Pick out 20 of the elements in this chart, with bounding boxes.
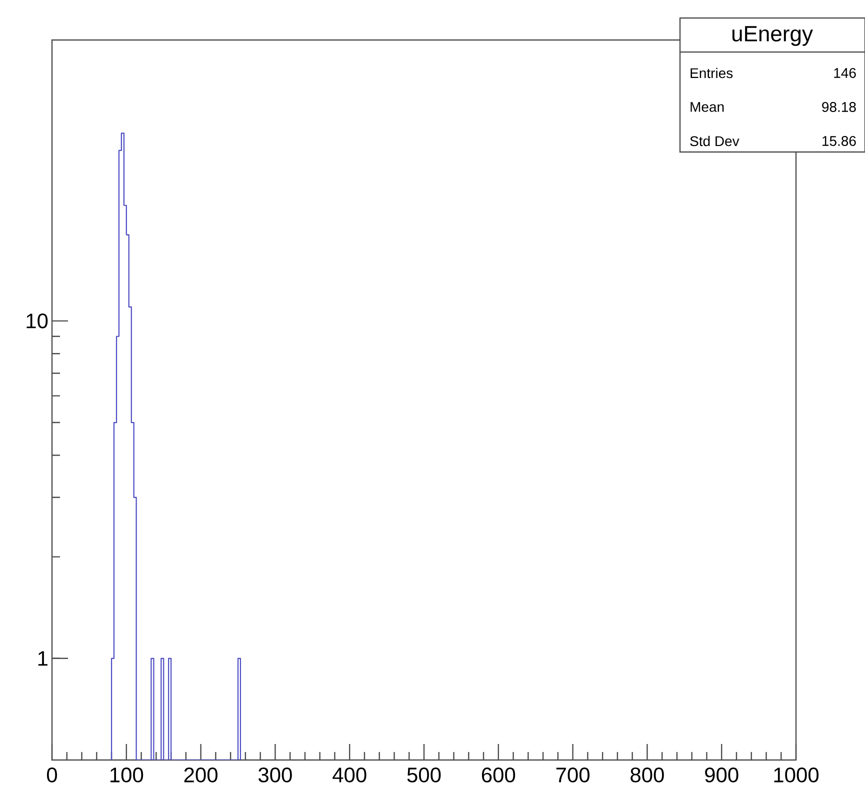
x-tick-label: 800: [630, 768, 664, 782]
text: 15.86: [822, 136, 856, 146]
x-tick-label: 200: [184, 768, 218, 782]
y-tick-label: 10: [26, 314, 48, 328]
x-tick-label: 1000: [774, 768, 819, 782]
x-tick-label: 700: [556, 768, 590, 782]
x-tick-label: 0: [46, 768, 58, 782]
x-tick-label: 500: [407, 768, 441, 782]
y-tick-label: 1: [38, 651, 48, 666]
annotation: Mean: [690, 102, 724, 112]
text: 98.18: [822, 102, 856, 112]
x-tick-label: 100: [110, 768, 144, 782]
x-tick-label: 600: [482, 768, 516, 782]
annotation: uEnergy: [732, 26, 813, 46]
x-tick-label: 300: [258, 768, 292, 782]
x-tick-label: 900: [705, 768, 738, 782]
x-tick-label: 400: [332, 768, 366, 782]
annotation: Std Dev: [690, 136, 740, 146]
annotation: Entries: [690, 68, 733, 78]
text: 146: [834, 68, 856, 78]
